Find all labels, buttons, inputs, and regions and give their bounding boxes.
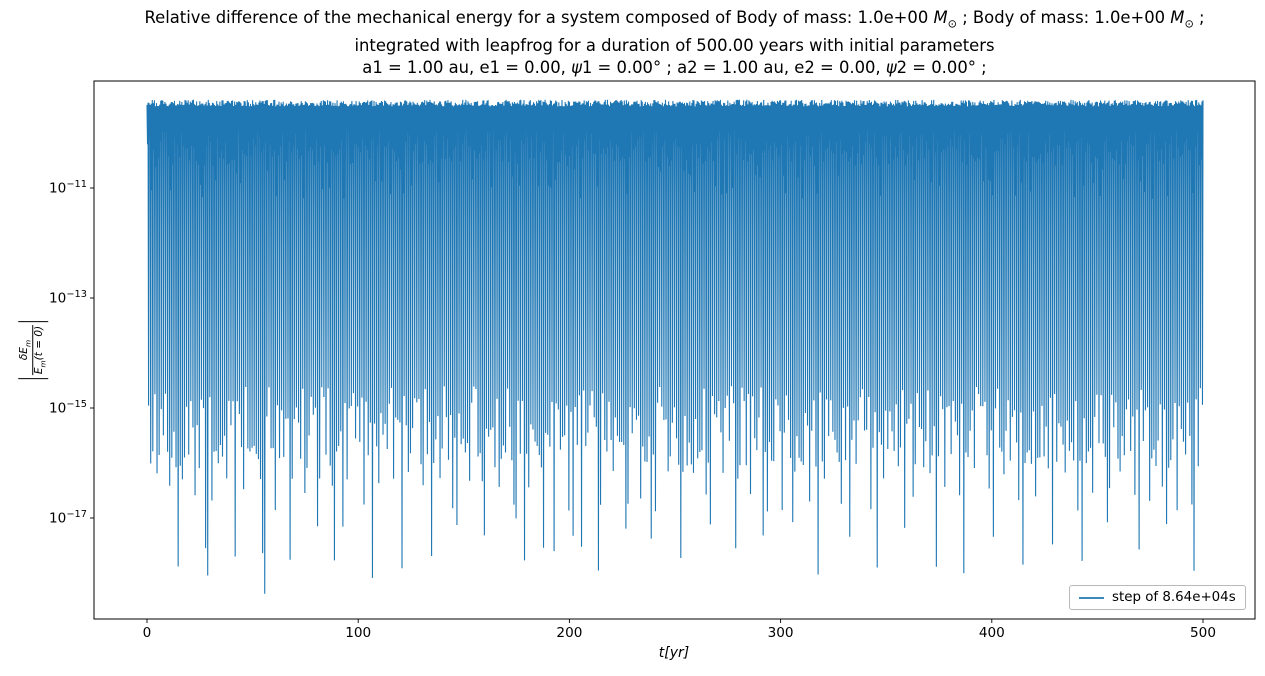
- abs-bar-right: [18, 320, 48, 322]
- sun-symbol: ⊙: [947, 17, 957, 31]
- legend: step of 8.64e+04s: [1069, 585, 1246, 610]
- chart-title-line-1: Relative difference of the mechanical en…: [144, 8, 1205, 31]
- x-tick-label: 100: [345, 625, 372, 641]
- psi-symbol: ψ: [885, 57, 897, 77]
- sun-symbol: ⊙: [1184, 17, 1194, 31]
- mass-symbol: M: [1170, 8, 1185, 27]
- axes-frame: [93, 80, 1256, 620]
- mass-symbol: M: [933, 8, 948, 27]
- abs-bar-left: [18, 378, 48, 380]
- x-tick-label: 200: [556, 625, 583, 641]
- y-tick-label: 10−17: [49, 509, 87, 527]
- ylabel-fraction: δEm Em(t = 0): [18, 324, 48, 376]
- psi-symbol: ψ: [571, 57, 582, 77]
- x-axis-label: t[yr]: [658, 645, 690, 661]
- chart-title-line-2: integrated with leapfrog for a duration …: [354, 36, 995, 56]
- y-tick-label: 10−13: [49, 289, 87, 307]
- x-tick-label: 500: [1190, 625, 1216, 641]
- x-tick-label: 300: [767, 625, 794, 641]
- energy-series-path: [146, 99, 1204, 594]
- y-tick-label: 10−15: [49, 399, 87, 417]
- chart-title: Relative difference of the mechanical en…: [94, 7, 1255, 79]
- legend-label: step of 8.64e+04s: [1112, 590, 1236, 605]
- chart-title-line-3: a1 = 1.00 au, e1 = 0.00, ψ1 = 0.00° ; a2…: [362, 57, 987, 77]
- y-tick-label: 10−11: [49, 179, 87, 197]
- x-tick-label: 400: [978, 625, 1005, 641]
- x-tick-label: 0: [142, 625, 152, 641]
- legend-line-icon: [1079, 596, 1104, 599]
